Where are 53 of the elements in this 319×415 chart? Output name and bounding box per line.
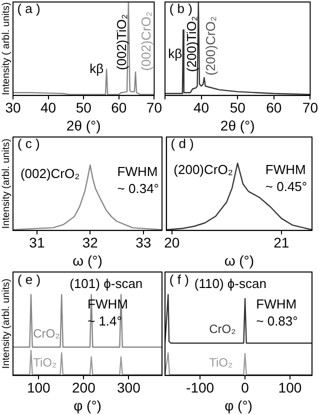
series-label: CrO₂ <box>33 326 60 340</box>
annotation: (200)CrO₂ <box>202 16 218 76</box>
annotation: FWHM ~ 0.45° <box>265 162 308 194</box>
text: ( f ) <box>169 272 189 287</box>
annotation: (002)TiO₂ <box>114 14 130 70</box>
annotation: (200)CrO₂ <box>174 162 233 178</box>
x-tick-label: 60 <box>266 100 282 116</box>
x-tick-label: 50 <box>76 100 92 116</box>
text: (101) ϕ-scan <box>70 276 143 291</box>
annotation: FWHM ~ 0.34° <box>117 164 160 196</box>
x-tick-label: 100 <box>278 380 302 396</box>
x-tick-label: 40 <box>40 100 56 116</box>
series-label: TiO₂ <box>209 355 233 370</box>
x-tick-label: -100 <box>186 380 214 396</box>
x-tick-label: 50 <box>230 100 246 116</box>
x-tick-label: 70 <box>146 100 162 116</box>
x-tick-label: 31 <box>29 234 45 251</box>
y-axis-title: Intensity ( arbl. units) <box>0 2 12 96</box>
y-axis-title: Intensity (arbl. units) <box>0 138 12 229</box>
x-tick-label: 21 <box>274 234 290 251</box>
x-tick-label: 300 <box>117 380 141 396</box>
text: ( d ) <box>170 136 194 152</box>
annotation: (002)CrO₂ <box>138 12 154 71</box>
annotation: ( b ) <box>169 1 192 16</box>
series-label: TiO₂ <box>33 355 57 370</box>
x-tick-label: 70 <box>302 100 318 116</box>
x-tick-label: 33 <box>136 234 152 251</box>
annotation: kβ <box>90 60 104 76</box>
x-tick-label: 20 <box>164 234 180 251</box>
x-tick-label: 60 <box>111 100 127 116</box>
annotation: (002)CrO₂ <box>20 166 80 181</box>
y-axis-title: Intensity (arbl. units) <box>0 278 12 369</box>
x-tick-label: 32 <box>82 234 98 251</box>
annotation: kβ <box>168 46 182 61</box>
text: ( c ) <box>17 136 40 152</box>
x-tick-label: 30 <box>5 100 21 116</box>
x-axis-title: φ (°) <box>74 397 102 414</box>
x-axis-title: 2θ (°) <box>220 117 255 134</box>
x-tick-label: 200 <box>72 380 96 396</box>
annotation: FWHM ~ 1.4° <box>88 296 128 328</box>
series-label: CrO₂ <box>209 322 236 336</box>
text: (110) ϕ-scan <box>194 276 266 291</box>
text: ( e ) <box>17 272 41 287</box>
x-axis-title: φ (°) <box>224 397 252 414</box>
x-axis-title: 2θ (°) <box>66 117 101 134</box>
x-tick-label: 0 <box>241 380 250 396</box>
annotation: (200)TiO₂ <box>184 16 199 72</box>
annotation: ( a ) <box>17 1 40 16</box>
x-tick-label: 40 <box>194 100 210 116</box>
x-tick-label: 100 <box>26 380 51 396</box>
annotation: FWHM ~ 0.83° <box>256 296 298 328</box>
x-axis-title: ω (°) <box>72 252 102 268</box>
x-axis-title: ω (°) <box>224 252 254 268</box>
